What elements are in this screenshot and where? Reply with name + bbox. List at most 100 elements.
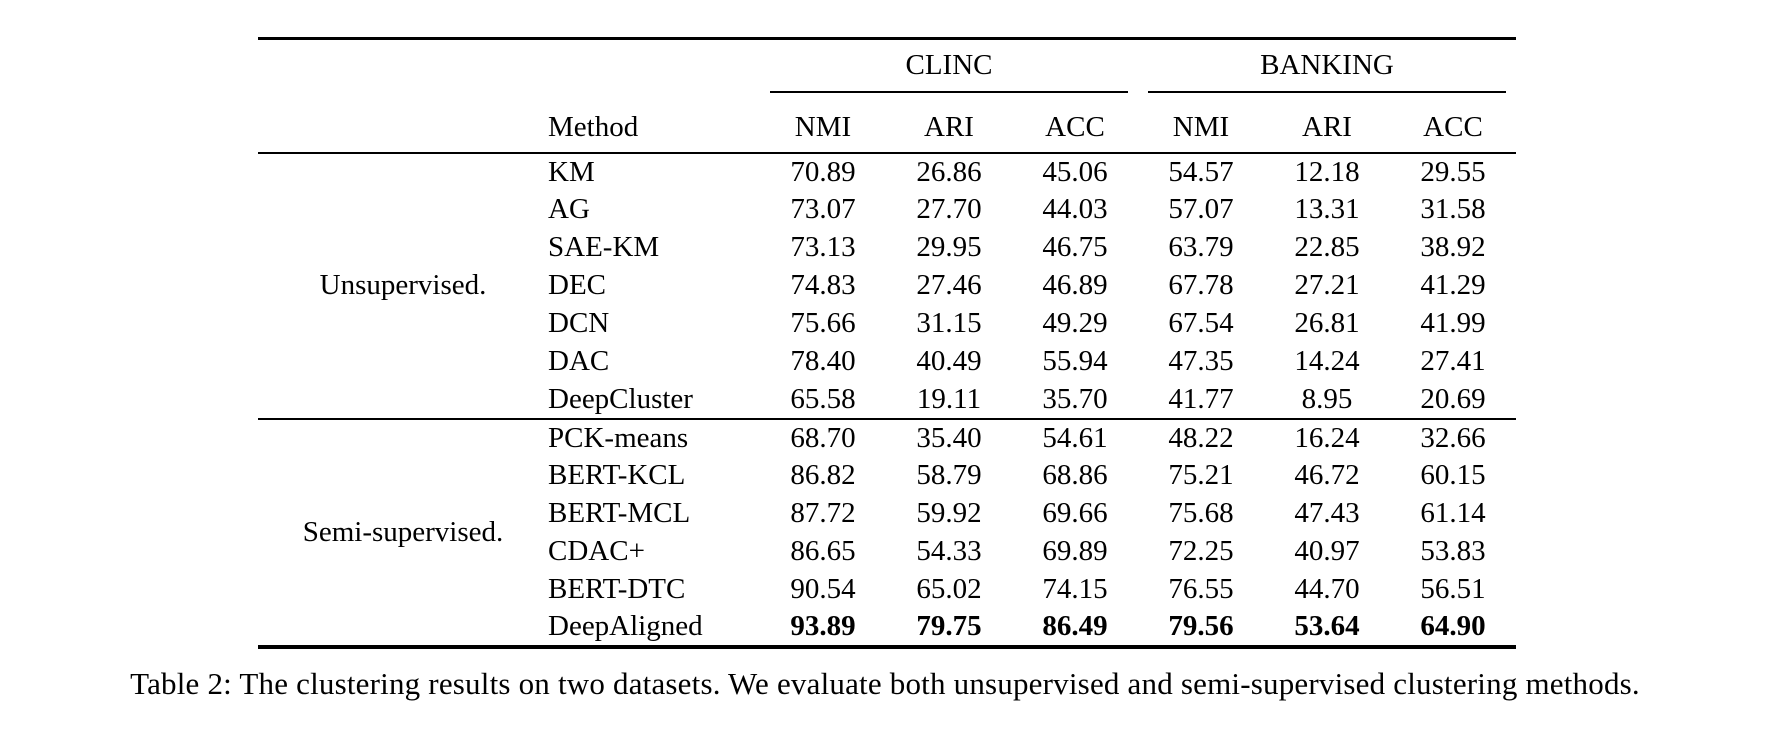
table-row: BERT-KCL 86.82 58.79 68.86 75.21 46.72 60.15 (258, 457, 1516, 495)
table-row: Semi-supervised. PCK-means 68.70 35.40 54.61… (258, 418, 1516, 548)
table-caption: Table 2: The clustering results on two d… (130, 666, 1640, 701)
table-row: CDAC+ 86.65 54.33 69.89 72.25 40.97 53.83 (258, 533, 1516, 571)
table-row: BERT-MCL 87.72 59.92 69.66 75.68 47.43 61.14 (258, 495, 1516, 533)
value-cell: 35.70 (1042, 382, 1108, 415)
value-cell: 53.64 (1294, 610, 1360, 642)
value-cell: 73.13 (790, 231, 856, 263)
results-table: CLINC BANKING Method NMI ARI ACC NMI ARI… (258, 37, 1516, 649)
banking-ari-header: ARI (1302, 110, 1352, 143)
banking-underline (1148, 90, 1506, 93)
value-cell: 67.54 (1168, 307, 1234, 339)
value-cell: 63.79 (1168, 231, 1234, 263)
value-cell: 60.15 (1420, 459, 1486, 491)
value-cell: 87.72 (790, 497, 856, 529)
semi-supervised-section: Semi-supervised. PCK-means 68.70 35.40 54.61… (258, 418, 1516, 647)
value-cell: 69.66 (1042, 497, 1108, 529)
clinc-ari-header: ARI (924, 110, 974, 143)
group-header-row: CLINC BANKING (258, 39, 1516, 91)
value-cell: 41.99 (1420, 307, 1486, 339)
method-cell: BERT-MCL (548, 497, 691, 529)
value-cell: 93.89 (790, 610, 856, 642)
table-row: DCN 75.66 31.15 49.29 67.54 26.81 41.99 (258, 305, 1516, 343)
method-cell: PCK-means (548, 421, 689, 454)
value-cell: 14.24 (1294, 345, 1360, 377)
value-cell: 68.86 (1042, 459, 1108, 491)
table-row: AG 73.07 27.70 44.03 57.07 13.31 31.58 (258, 191, 1516, 229)
value-cell: 54.61 (1042, 421, 1108, 454)
value-cell: 29.95 (916, 231, 982, 263)
method-cell: BERT-DTC (548, 573, 686, 605)
value-cell: 54.57 (1168, 155, 1234, 188)
value-cell: 86.49 (1042, 610, 1108, 642)
value-cell: 35.40 (916, 421, 982, 454)
method-cell: AG (548, 193, 590, 225)
method-cell: KM (548, 155, 595, 188)
value-cell: 74.83 (790, 269, 856, 301)
value-cell: 67.78 (1168, 269, 1234, 301)
group-header-clinc: CLINC (905, 48, 993, 81)
value-cell: 8.95 (1301, 382, 1353, 415)
empty-header-cell (258, 39, 760, 91)
value-cell: 32.66 (1420, 421, 1486, 454)
table-row: SAE-KM 73.13 29.95 46.75 63.79 22.85 38.92 (258, 229, 1516, 267)
value-cell: 13.31 (1294, 193, 1360, 225)
value-cell: 27.21 (1294, 269, 1360, 301)
value-cell: 48.22 (1168, 421, 1234, 454)
column-header-row: Method NMI ARI ACC NMI ARI ACC (258, 103, 1516, 153)
clinc-underline (770, 90, 1128, 93)
value-cell: 69.89 (1042, 535, 1108, 567)
value-cell: 64.90 (1420, 610, 1486, 642)
value-cell: 79.75 (916, 610, 982, 642)
value-cell: 70.89 (790, 155, 856, 188)
value-cell: 40.49 (916, 345, 982, 377)
value-cell: 40.97 (1294, 535, 1360, 567)
value-cell: 58.79 (916, 459, 982, 491)
method-cell: DCN (548, 307, 610, 339)
value-cell: 47.35 (1168, 345, 1234, 377)
value-cell: 22.85 (1294, 231, 1360, 263)
value-cell: 16.24 (1294, 421, 1360, 454)
value-cell: 26.81 (1294, 307, 1360, 339)
value-cell: 31.15 (916, 307, 982, 339)
value-cell: 26.86 (916, 155, 982, 188)
method-cell: DAC (548, 345, 610, 377)
value-cell: 65.58 (790, 382, 856, 415)
section-label: Semi-supervised. (302, 515, 504, 548)
value-cell: 19.11 (916, 382, 982, 415)
value-cell: 75.68 (1168, 497, 1234, 529)
value-cell: 41.29 (1420, 269, 1486, 301)
value-cell: 31.58 (1420, 193, 1486, 225)
value-cell: 41.77 (1168, 382, 1234, 415)
value-cell: 68.70 (790, 421, 856, 454)
table-row: Unsupervised. KM 70.89 26.86 45.06 54.57 12.18… (258, 153, 1516, 302)
value-cell: 49.29 (1042, 307, 1108, 339)
value-cell: 38.92 (1420, 231, 1486, 263)
clinc-nmi-header: NMI (794, 110, 852, 143)
banking-acc-header: ACC (1423, 110, 1483, 143)
value-cell: 61.14 (1420, 497, 1486, 529)
group-underline-row (258, 90, 1516, 103)
value-cell: 75.66 (790, 307, 856, 339)
value-cell: 57.07 (1168, 193, 1234, 225)
method-cell: DEC (548, 269, 606, 301)
method-cell: CDAC+ (548, 535, 645, 567)
banking-nmi-header: NMI (1172, 110, 1230, 143)
clinc-acc-header: ACC (1045, 110, 1105, 143)
section-label: Unsupervised. (319, 269, 487, 301)
value-cell: 46.72 (1294, 459, 1360, 491)
value-cell: 90.54 (790, 573, 856, 605)
table-row: DEC 74.83 27.46 46.89 67.78 27.21 41.29 (258, 267, 1516, 305)
value-cell: 46.75 (1042, 231, 1108, 263)
unsupervised-section: Unsupervised. KM 70.89 26.86 45.06 54.57 12.18… (258, 153, 1516, 419)
value-cell: 73.07 (790, 193, 856, 225)
value-cell: 86.65 (790, 535, 856, 567)
value-cell: 76.55 (1168, 573, 1234, 605)
value-cell: 47.43 (1294, 497, 1360, 529)
value-cell: 44.03 (1042, 193, 1108, 225)
method-cell: DeepAligned (548, 610, 703, 642)
value-cell: 54.33 (916, 535, 982, 567)
method-cell: BERT-KCL (548, 459, 686, 491)
empty-header-cell (258, 103, 548, 153)
value-cell: 45.06 (1042, 155, 1108, 188)
